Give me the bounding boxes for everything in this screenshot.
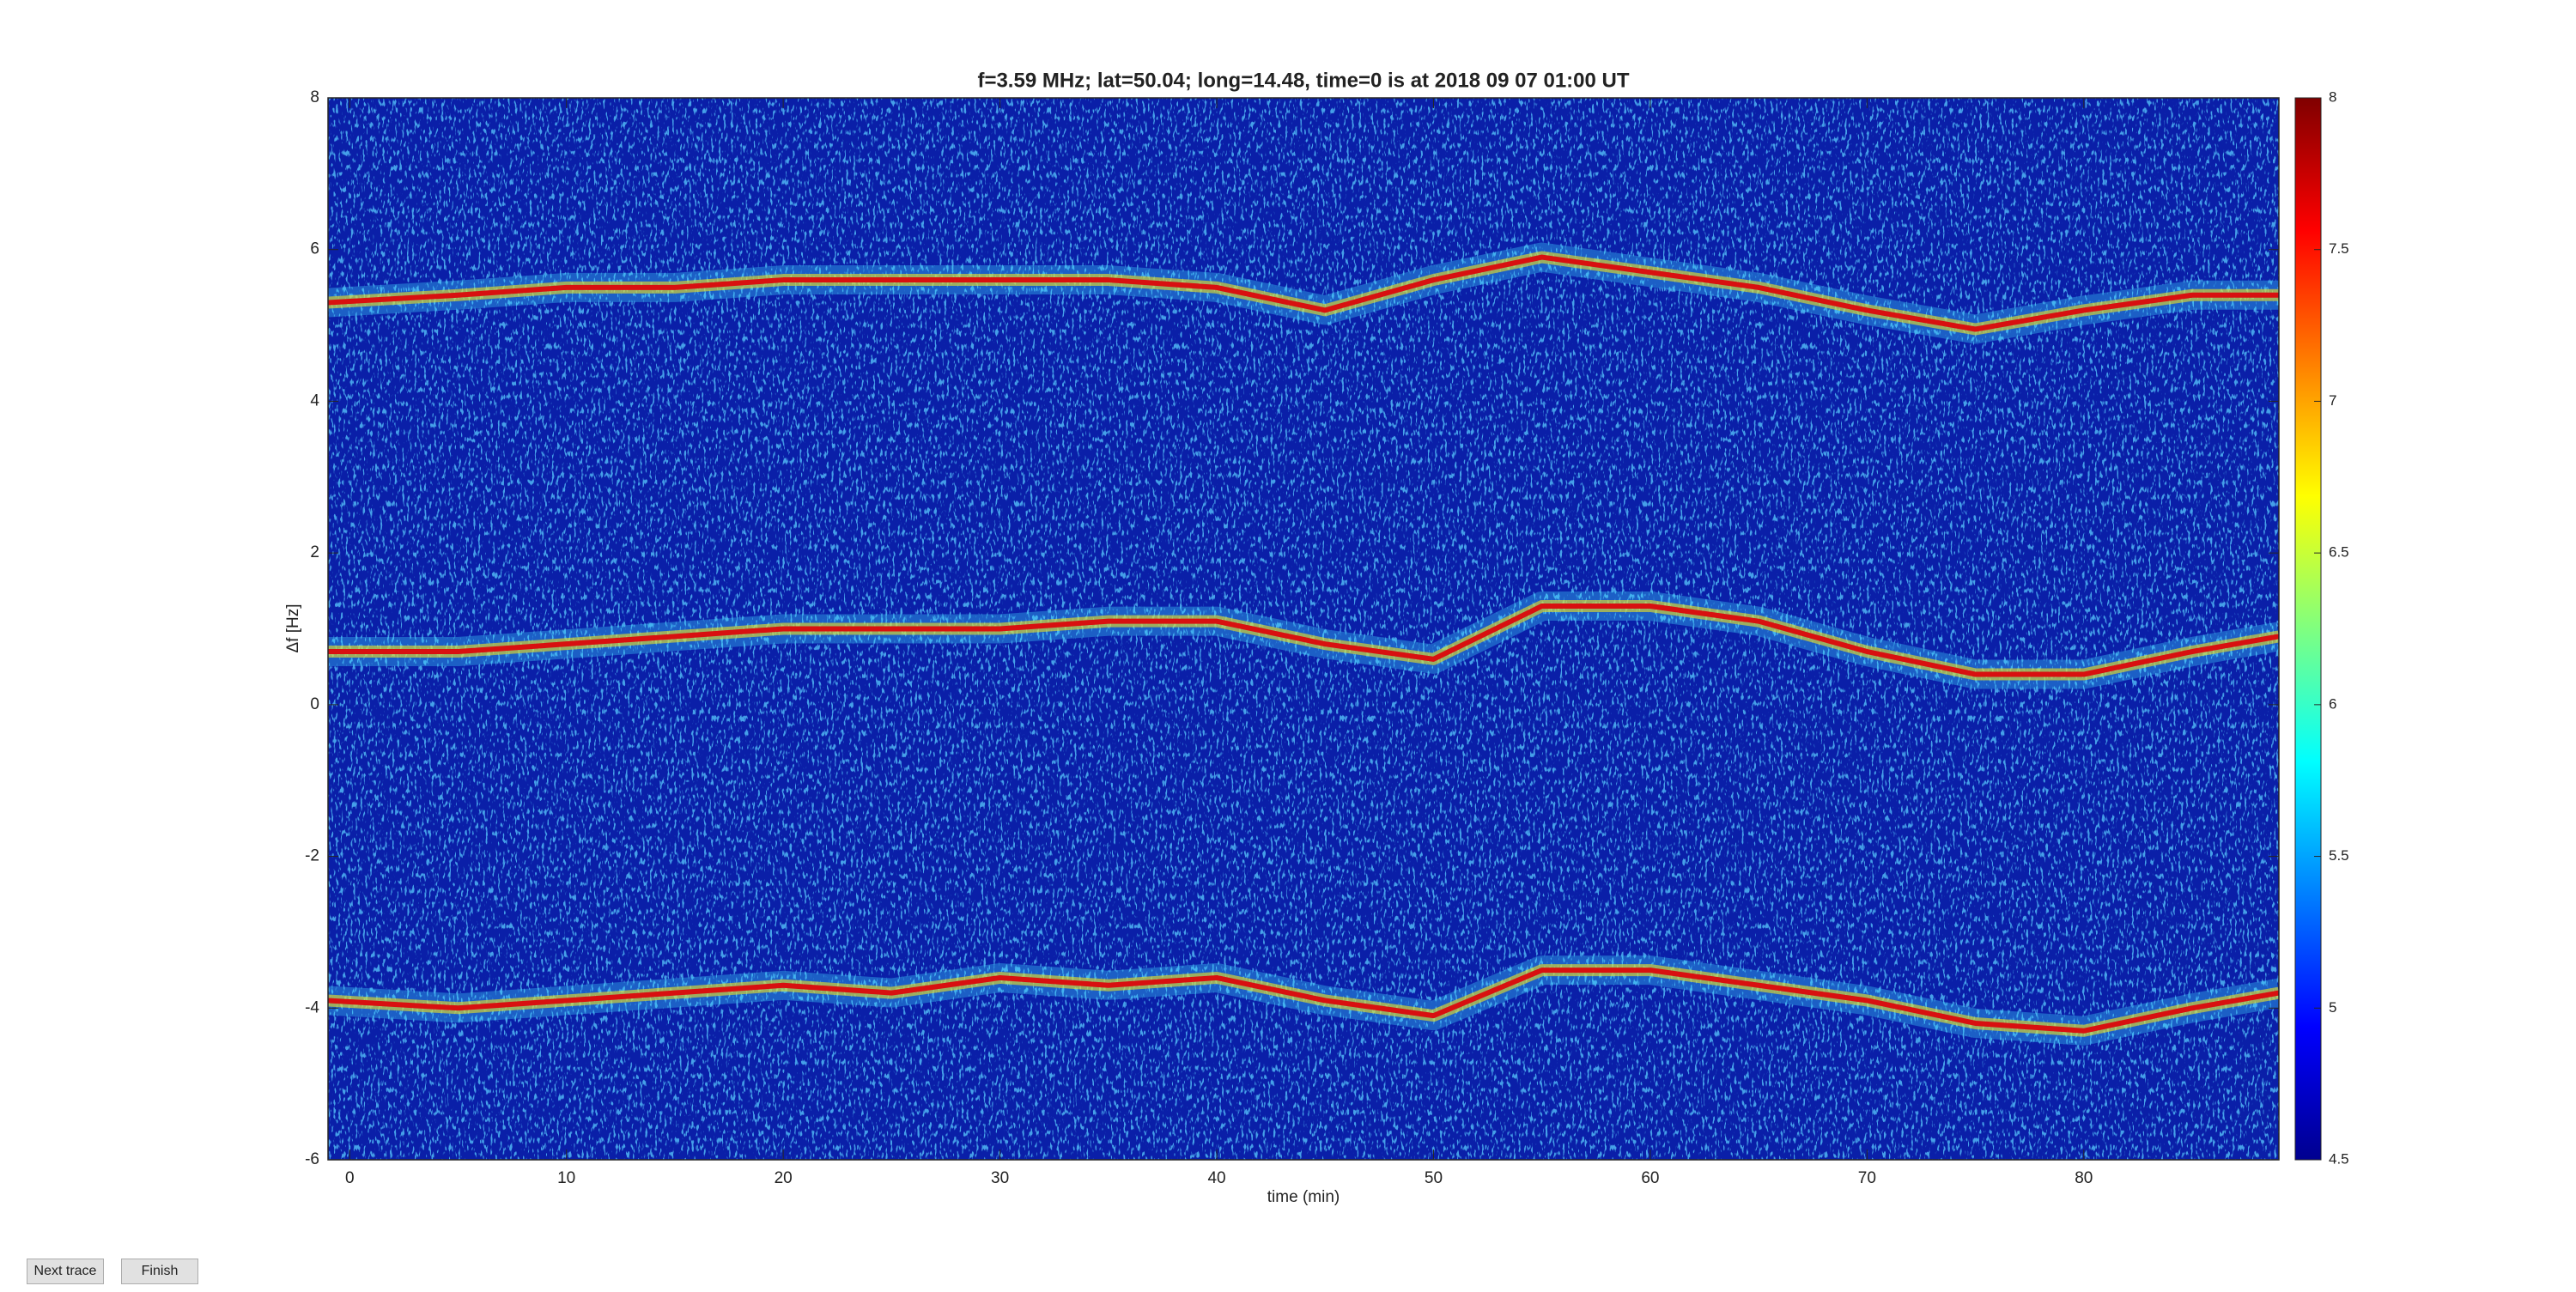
chart-title: f=3.59 MHz; lat=50.04; long=14.48, time=… — [977, 69, 1629, 92]
y-axis-label: Δf [Hz] — [284, 604, 302, 652]
colorbar-tick-label: 4.5 — [2329, 1150, 2349, 1167]
y-tick-label: -4 — [305, 998, 319, 1016]
colorbar-tick-label: 7.5 — [2329, 240, 2349, 257]
x-tick-label: 50 — [1425, 1169, 1443, 1187]
y-tick-label: -2 — [305, 847, 319, 865]
x-tick-label: 30 — [991, 1169, 1009, 1187]
colorbar-tick-label: 6.5 — [2329, 544, 2349, 561]
trace-line — [328, 967, 2279, 1034]
x-tick-label: 10 — [557, 1169, 575, 1187]
x-tick-label: 60 — [1641, 1169, 1659, 1187]
colorbar-tick-label: 5 — [2329, 999, 2336, 1016]
noise-texture — [328, 98, 2279, 1160]
y-tick-label: 4 — [310, 391, 319, 409]
x-tick-label: 20 — [775, 1169, 793, 1187]
y-tick-label: 0 — [310, 695, 319, 713]
next-trace-button[interactable]: Next trace — [27, 1259, 104, 1284]
x-tick-label: 0 — [345, 1169, 355, 1187]
y-tick-label: 2 — [310, 543, 319, 561]
colorbar-tick-label: 5.5 — [2329, 847, 2349, 864]
x-tick-label: 40 — [1207, 1169, 1225, 1187]
x-tick-label: 70 — [1858, 1169, 1876, 1187]
trace-line — [328, 603, 2279, 677]
colorbar-tick-label: 7 — [2329, 392, 2336, 409]
y-tick-label: 8 — [310, 88, 319, 106]
y-tick-label: 6 — [310, 240, 319, 258]
colorbar — [2294, 97, 2322, 1161]
figure: f=3.59 MHz; lat=50.04; long=14.48, time=… — [284, 69, 2349, 1206]
finish-button[interactable]: Finish — [121, 1259, 198, 1284]
x-tick-label: 80 — [2075, 1169, 2093, 1187]
colorbar-tick-label: 6 — [2329, 695, 2336, 712]
colorbar-tick-label: 8 — [2329, 88, 2336, 105]
x-axis-label: time (min) — [1267, 1188, 1340, 1206]
plot-frame — [327, 97, 2280, 1161]
y-tick-label: -6 — [305, 1150, 319, 1168]
trace-line — [328, 254, 2279, 332]
